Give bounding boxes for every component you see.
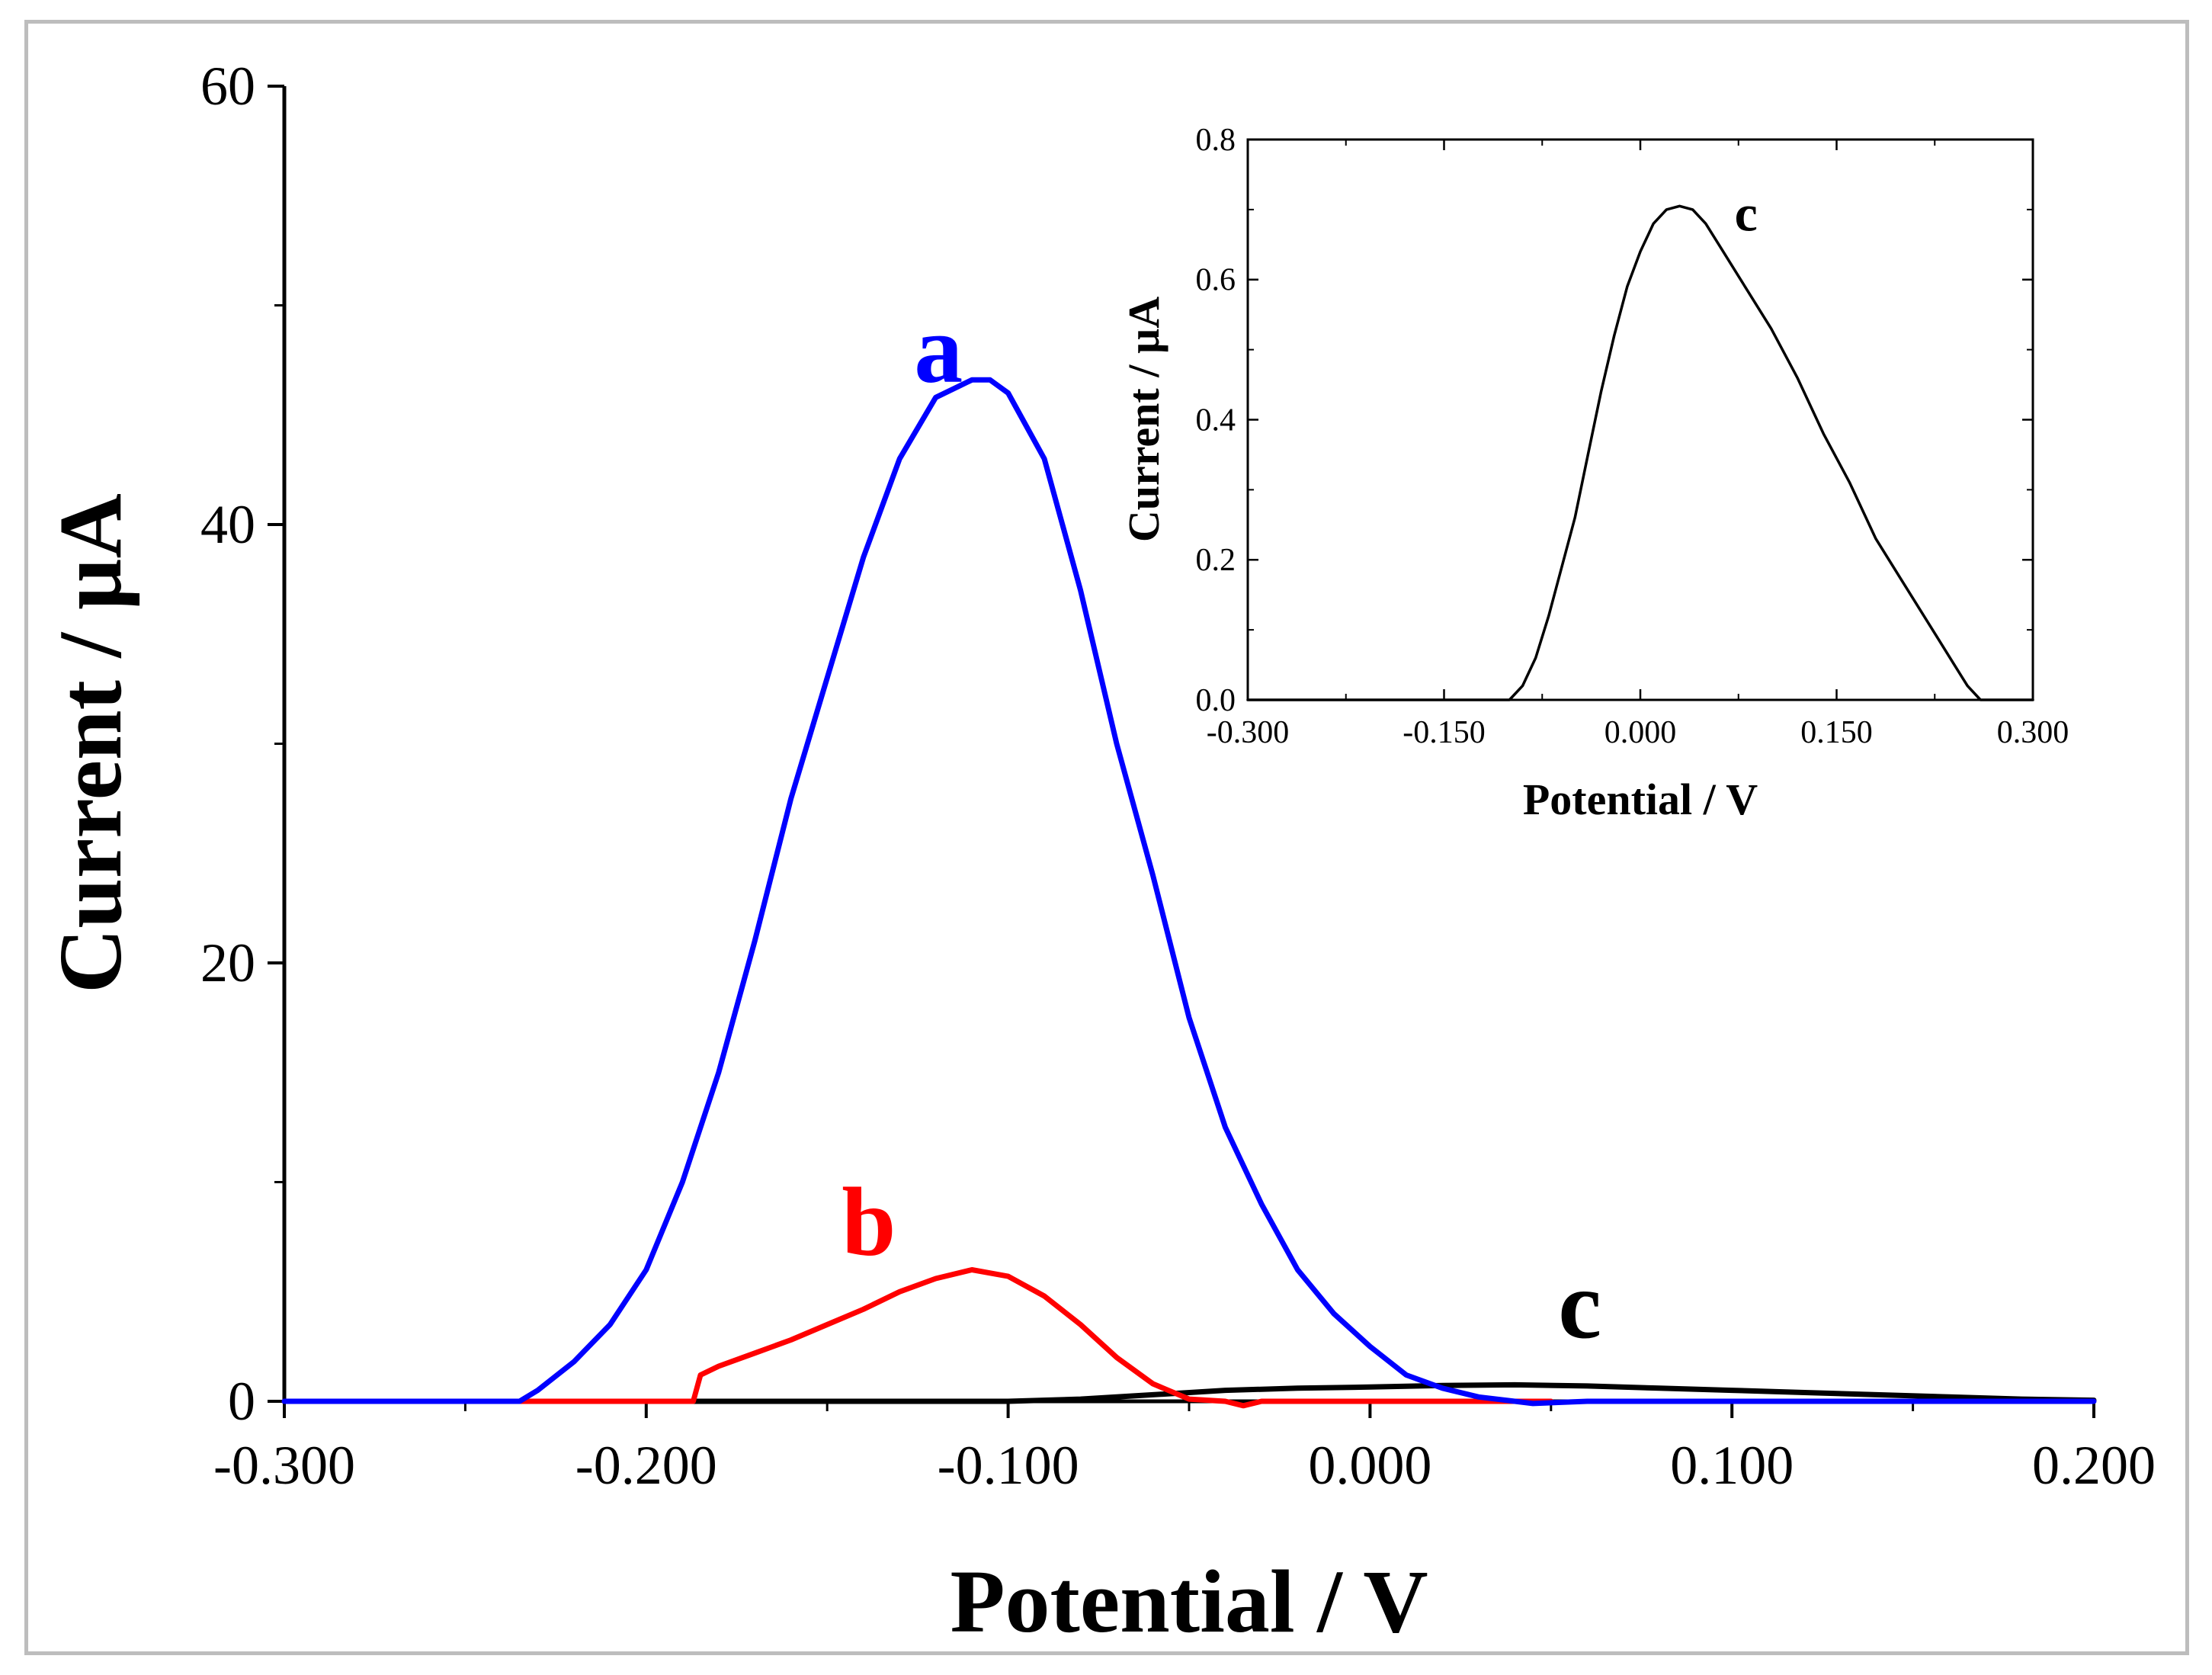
main-x-tick-label: -0.200 [575,1435,717,1496]
main-y-axis-label: Current / µA [40,493,140,993]
main-series-b-line [281,1267,1554,1409]
inset-x-tick-label: 0.300 [1997,715,2069,750]
main-series-a-line [281,377,2097,1407]
inset-y-tick-label: 0.0 [1196,683,1236,718]
main-x-tick-label: 0.000 [1308,1435,1431,1496]
inset-y-tick-label: 0.8 [1196,123,1236,158]
series-label-a: a [914,295,963,403]
main-x-tick-label: -0.100 [938,1435,1079,1496]
inset-y-tick-label: 0.6 [1196,263,1236,298]
main-x-tick-label: -0.300 [213,1435,355,1496]
inset-series-c-line [1246,204,2034,701]
inset-chart: -0.300 -0.150 0.000 0.150 0.300 0.0 0.2 0.4 0.6 0… [1119,123,2069,824]
main-y-tick-label: 0 [228,1371,255,1432]
main-y-tick-label: 40 [200,494,255,555]
main-x-tick-label: 0.200 [2032,1435,2156,1496]
inset-x-tick-label: -0.150 [1403,715,1486,750]
inset-y-tick-label: 0.2 [1196,543,1236,578]
series-label-c: c [1558,1251,1601,1359]
inset-x-tick-label: -0.300 [1207,715,1290,750]
inset-x-tick-label: 0.000 [1605,715,1677,750]
main-chart: -0.300 -0.200 -0.100 0.000 0.100 0.200 0 20 40 60… [40,56,2156,1651]
inset-y-axis-label: Current / µA [1119,297,1169,542]
inset-y-tick-label: 0.4 [1196,403,1236,438]
main-series-c-line [281,1381,2097,1404]
inset-x-tick-label: 0.150 [1800,715,1873,750]
figure-frame [24,20,2189,1655]
series-label-b: b [842,1167,896,1276]
main-y-tick-label: 60 [200,56,255,117]
inset-x-axis-label: Potential / V [1523,775,1758,824]
main-x-axis-label: Potential / V [950,1551,1428,1651]
main-y-tick-label: 20 [200,932,255,993]
inset-plot-frame [1246,138,2034,701]
inset-series-label-c: c [1735,184,1758,242]
main-x-tick-label: 0.100 [1670,1435,1794,1496]
